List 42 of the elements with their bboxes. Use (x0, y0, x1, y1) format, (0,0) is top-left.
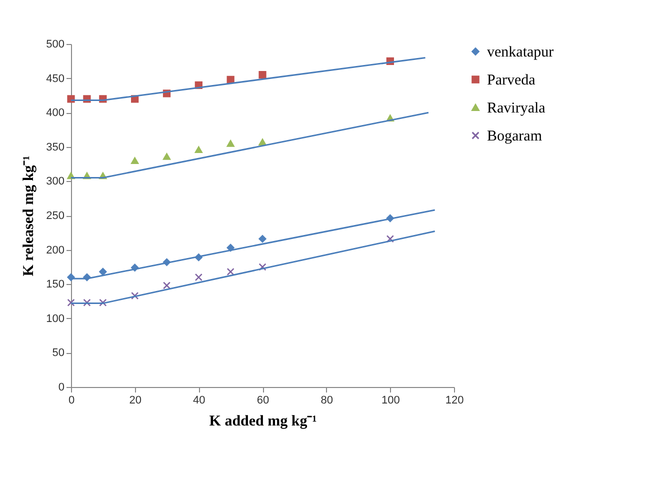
point (258, 263, 266, 271)
point (194, 146, 202, 154)
point (67, 273, 75, 282)
point (226, 268, 234, 276)
point (67, 298, 75, 306)
point (226, 140, 234, 147)
point (386, 235, 394, 243)
x-tick-label: 20 (129, 394, 142, 406)
x-tick-label: 100 (381, 394, 400, 406)
legend-label: Raviryala (487, 100, 546, 116)
y-tick-label: 350 (46, 141, 64, 154)
y-tick-label: 50 (52, 347, 64, 360)
x-tick-label: 80 (320, 394, 333, 406)
y-axis-title: K released mg kg⁻¹ (21, 156, 38, 276)
legend-label: Parveda (487, 72, 536, 88)
point (99, 298, 107, 306)
x-axis-title: K added mg kg⁻¹ (209, 414, 317, 430)
point (258, 138, 266, 146)
x-tick-label: 120 (445, 394, 464, 406)
x-tick-label: 60 (256, 394, 270, 406)
y-tick-label: 200 (46, 244, 64, 256)
y-tick-label: 100 (46, 312, 64, 325)
point (83, 298, 91, 306)
point (99, 268, 107, 276)
point (194, 273, 202, 282)
y-tick-label: 450 (46, 72, 64, 85)
point (131, 157, 139, 164)
legend-label: Bogaram (487, 128, 542, 144)
y-tick-label: 250 (46, 210, 64, 222)
point (162, 282, 171, 290)
legend-label: venkatapur (487, 44, 554, 60)
point (258, 235, 266, 243)
point (258, 71, 266, 79)
point (131, 292, 139, 300)
y-tick-label: 300 (46, 176, 64, 188)
x-tick-label: 0 (68, 394, 75, 406)
point (162, 153, 171, 160)
y-tick-label: 150 (46, 278, 64, 291)
x-tick-label: 40 (193, 394, 206, 406)
y-tick-label: 500 (46, 38, 64, 50)
y-tick-label: 400 (46, 107, 64, 120)
y-tick-label: 0 (58, 382, 64, 394)
